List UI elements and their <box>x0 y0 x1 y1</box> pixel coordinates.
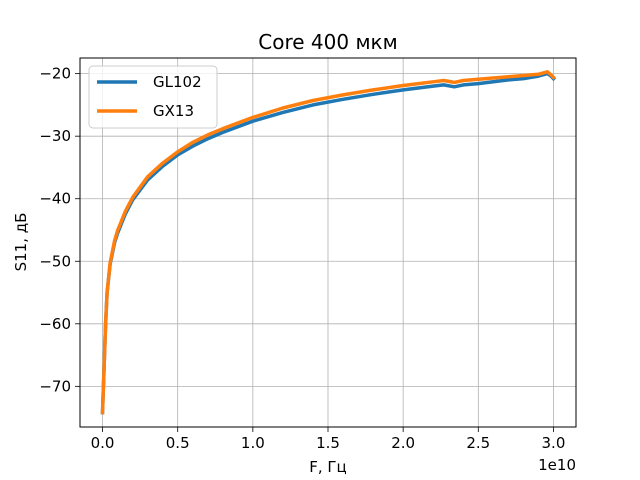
x-axis-offset-text: 1e10 <box>538 456 576 474</box>
series-lines <box>100 70 556 415</box>
y-tick-label: −50 <box>39 252 71 270</box>
y-axis: −70 −60 −50 −40 −30 −20 <box>39 65 80 395</box>
x-tick-label: 0.0 <box>91 434 115 452</box>
y-tick-label: −60 <box>39 315 71 333</box>
x-tick-label: 2.5 <box>466 434 490 452</box>
x-axis-label: F, Гц <box>309 458 347 476</box>
x-axis: 0.0 0.5 1.0 1.5 2.0 2.5 3.0 <box>91 427 566 452</box>
legend: GL102 GX13 <box>88 65 218 129</box>
legend-label-gx13: GX13 <box>153 102 194 120</box>
y-tick-label: −30 <box>39 127 71 145</box>
y-tick-label: −40 <box>39 190 71 208</box>
x-tick-label: 3.0 <box>542 434 566 452</box>
y-tick-label: −20 <box>39 65 71 83</box>
x-tick-label: 0.5 <box>166 434 190 452</box>
x-tick-label: 1.5 <box>316 434 340 452</box>
x-tick-label: 1.0 <box>241 434 265 452</box>
chart-title: Core 400 мкм <box>258 30 397 54</box>
x-tick-label: 2.0 <box>391 434 415 452</box>
legend-label-gl102: GL102 <box>153 73 202 91</box>
y-axis-label: S11, дБ <box>12 213 30 272</box>
series-line-gx13 <box>100 70 556 415</box>
y-tick-label: −70 <box>39 377 71 395</box>
